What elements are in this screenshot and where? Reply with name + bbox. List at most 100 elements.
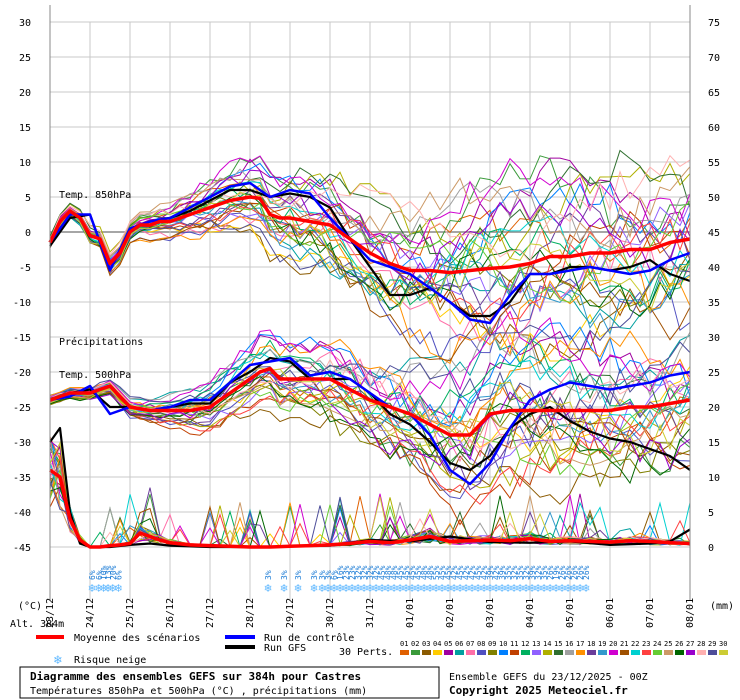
member-t850-line [49,155,691,262]
left-tick-label: -35 [13,473,31,484]
snowflake-icon: ❄ [480,581,487,595]
axes-layer: 302520151050-5-10-15-20-25-30-35-40-4575… [13,5,720,628]
right-tick-label: 35 [708,298,720,309]
x-date-label: 28/12 [245,598,256,628]
right-tick-label: 40 [708,263,720,274]
pert-number: 15 [554,640,562,648]
legend-gfs-label: Run GFS [264,643,306,654]
pert-number: 13 [532,640,540,648]
series-line-moyenne-t500 [49,366,691,437]
member-t850-line [49,154,691,263]
snowflake-icon: ❄ [528,581,535,595]
legend-snow-label: Risque neige [74,655,146,666]
series-line-run-de-contr-le-t850 [48,181,691,325]
pert-number: 03 [422,640,430,648]
snow-risk-percent: 45% [438,565,447,580]
member-t850-line [49,149,691,265]
snow-risk-percent: 26% [582,565,591,580]
snowflake-icon: ❄ [366,581,373,595]
left-tick-label: -30 [13,438,31,449]
pert-swatch [576,650,585,655]
legend: Moyenne des scénarios Run de contrôle Ru… [36,632,728,668]
snowflake-icon: ❄ [104,581,111,595]
snow-risk-percent: 42% [480,565,489,580]
right-tick-label: 0 [708,543,714,554]
snowflake-icon: ❄ [264,581,271,595]
member-t500-line [49,341,691,423]
pert-number: 04 [433,640,441,648]
x-date-label: 29/12 [285,598,296,628]
snow-risk-percent: 42% [450,565,459,580]
snowflake-icon: ❄ [372,581,379,595]
pert-number: 05 [444,640,452,648]
snow-risk-percent: 42% [492,565,501,580]
chart-title: Diagramme des ensembles GEFS sur 384h po… [30,670,361,683]
x-date-label: 02/01 [445,598,456,628]
right-tick-label: 20 [708,403,720,414]
left-tick-label: 30 [19,18,31,29]
left-tick-label: -25 [13,403,31,414]
pert-swatch [642,650,651,655]
pert-swatch [455,650,464,655]
snow-risk-percent: 35% [504,565,513,580]
right-tick-label: 55 [708,158,720,169]
pert-number: 21 [620,640,628,648]
snowflake-icon: ❄ [504,581,511,595]
snowflake-icon: ❄ [402,581,409,595]
left-tick-label: 5 [25,193,31,204]
snow-risk-row: ❄6%❄6%❄10%❄13%❄20%❄6%❄3%❄3%❄3%❄3%❄3%❄3%❄… [88,565,591,595]
snow-risk-percent: 45% [444,565,453,580]
x-date-label: 04/01 [525,598,536,628]
snow-risk-percent: 55% [432,565,441,580]
snow-risk-percent: 19% [552,565,561,580]
snowflake-icon: ❄ [570,581,577,595]
right-tick-label: 25 [708,368,720,379]
snow-risk-percent: 42% [372,565,381,580]
x-date-label: 05/01 [565,598,576,628]
pert-swatch [675,650,684,655]
pert-number: 25 [664,640,672,648]
left-tick-label: 0 [25,228,31,239]
pert-swatch [587,650,596,655]
member-t850-line [49,166,691,258]
x-date-label: 25/12 [125,598,136,628]
x-date-label: 06/01 [605,598,616,628]
snowflake-icon: ❄ [390,581,397,595]
right-tick-label: 65 [708,88,720,99]
snowflake-icon: ❄ [564,581,571,595]
right-tick-label: 15 [708,438,720,449]
legend-perts-label: 30 Perts. [339,647,393,658]
snowflake-icon: ❄ [354,581,361,595]
snowflake-icon: ❄ [486,581,493,595]
right-tick-label: 70 [708,53,720,64]
left-tick-label: 10 [19,158,31,169]
snow-risk-percent: 48% [420,565,429,580]
left-unit-label: (°C) [18,601,42,612]
snowflake-icon: ❄ [534,581,541,595]
snowflake-icon: ❄ [396,581,403,595]
x-date-label: 01/01 [405,598,416,628]
left-tick-label: 25 [19,53,31,64]
pert-number: 07 [466,640,474,648]
snowflake-icon: ❄ [522,581,529,595]
pert-number: 20 [609,640,617,648]
snow-risk-percent: 6% [330,570,339,580]
pert-number: 02 [411,640,419,648]
snow-risk-percent: 3% [280,570,289,580]
pert-number: 27 [686,640,694,648]
pert-number: 18 [587,640,595,648]
left-tick-label: 15 [19,123,31,134]
series-line-moyenne-pr-cipitations [48,468,691,549]
snowflake-icon: ❄ [432,581,439,595]
snow-risk-percent: 23% [348,565,357,580]
snowflake-icon: ❄ [100,581,107,595]
legend-mean-label: Moyenne des scénarios [74,632,200,644]
right-tick-label: 30 [708,333,720,344]
snowflake-icon: ❄ [498,581,505,595]
snowflake-icon: ❄ [280,581,287,595]
snow-risk-percent: 32% [510,565,519,580]
snow-risk-percent: 32% [360,565,369,580]
snowflake-icon: ❄ [426,581,433,595]
snow-risk-percent: 39% [528,565,537,580]
snowflake-icon: ❄ [546,581,553,595]
